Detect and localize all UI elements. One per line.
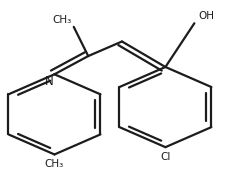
Text: CH₃: CH₃ (45, 159, 64, 169)
Text: Cl: Cl (160, 152, 171, 162)
Text: OH: OH (198, 11, 214, 21)
Text: CH₃: CH₃ (52, 15, 71, 25)
Text: N: N (44, 75, 53, 88)
